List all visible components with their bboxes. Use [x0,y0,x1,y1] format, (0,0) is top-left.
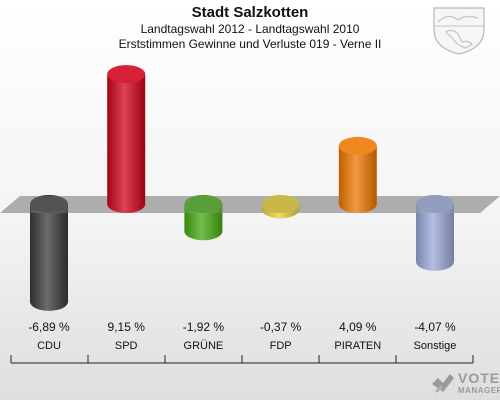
chart-subtitle-line-2: Erststimmen Gewinne und Verluste 019 - V… [118,37,382,51]
bar-sonstige [416,195,454,271]
category-label: SPD [115,340,138,352]
value-label: 4,09 % [339,320,377,334]
nrw-coat-of-arms-icon [433,7,485,55]
bar-fdp [261,195,300,219]
checkmark-x-icon [432,374,454,394]
category-label: GRÜNE [184,340,224,352]
value-label: -1,92 % [183,320,225,334]
baseline-plane-overlay [0,196,500,213]
bar-gr-ne [184,195,223,241]
category-label: FDP [270,340,292,352]
category-label: CDU [37,340,61,352]
votemanager-logo: VOTE MANAGER [426,368,500,400]
category-label: Sonstige [414,340,457,352]
logo-text-manager: MANAGER [458,386,500,395]
value-label: -0,37 % [260,320,302,334]
chart-title: Stadt Salzkotten [191,4,309,21]
bar-piraten [338,136,377,213]
value-label: -4,07 % [414,320,456,334]
chart-subtitle-line-1: Landtagswahl 2012 - Landtagswahl 2010 [140,22,360,36]
logo-text-vote: VOTE [458,370,500,386]
category-label: PIRATEN [334,340,381,352]
bar-spd [107,65,146,213]
chart-header: Stadt Salzkotten Landtagswahl 2012 - Lan… [0,4,500,52]
value-label: -6,89 % [28,320,70,334]
bar-cdu [30,195,68,311]
value-label: 9,15 % [108,320,146,334]
